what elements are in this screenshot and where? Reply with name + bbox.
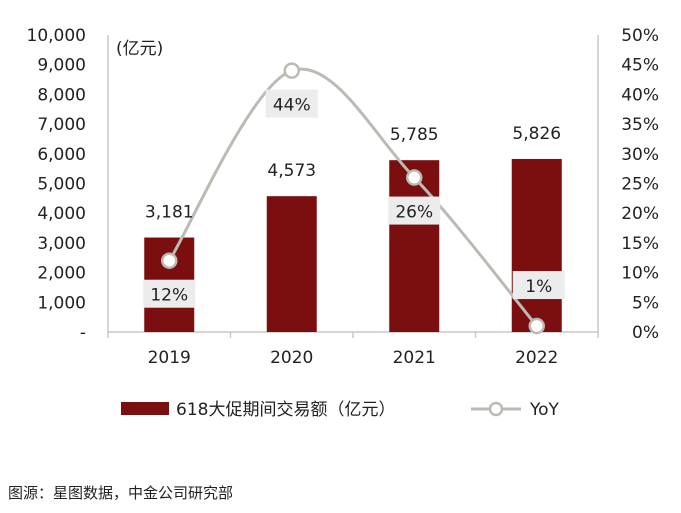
- bar: [266, 196, 317, 332]
- x-tick-label: 2020: [270, 348, 313, 368]
- yoy-point: [161, 252, 178, 269]
- yoy-label-box: [512, 271, 565, 300]
- yoy-point: [406, 169, 423, 186]
- y-right-tick-label: 50%: [621, 26, 659, 46]
- y-right-tick-label: 45%: [621, 56, 659, 76]
- yoy-label-box: [265, 89, 318, 118]
- legend-bar-swatch: [121, 402, 169, 415]
- y-left-unit-label: (亿元): [116, 39, 163, 59]
- y-left-tick-label: 4,000: [37, 204, 86, 224]
- yoy-value-label: 44%: [273, 96, 311, 116]
- y-left-tick-label: 6,000: [37, 145, 86, 165]
- y-right-tick-label: 40%: [621, 85, 659, 105]
- y-right-tick-label: 0%: [632, 323, 659, 343]
- bar-value-label: 4,573: [267, 161, 316, 181]
- source-note: 图源：星图数据，中金公司研究部: [8, 484, 234, 502]
- yoy-label-box: [388, 196, 441, 225]
- y-left-tick-label: 10,000: [27, 26, 86, 46]
- chart: - 1,000 2,000 3,000 4,000 5,000 6,000 7,000 8,00…: [27, 26, 659, 420]
- y-left-tick-label: -: [80, 323, 86, 343]
- yoy-value-label: 1%: [525, 277, 552, 297]
- y-left-tick-label: 2,000: [37, 264, 86, 284]
- y-left-tick-label: 1,000: [37, 293, 86, 313]
- y-left-tick-label: 9,000: [37, 56, 86, 76]
- x-tick-label: 2021: [393, 348, 436, 368]
- y-left-tick-label: 5,000: [37, 175, 86, 195]
- axes: - 1,000 2,000 3,000 4,000 5,000 6,000 7,000 8,00…: [27, 26, 659, 368]
- bar-value-label: 3,181: [145, 203, 194, 223]
- y-left-tick-label: 7,000: [37, 115, 86, 135]
- yoy-value-label: 26%: [395, 203, 433, 223]
- legend-bar-label: 618大促期间交易额（亿元）: [176, 400, 395, 420]
- y-left-tick-label: 3,000: [37, 234, 86, 254]
- yoy-point: [283, 62, 300, 79]
- y-right-tick-label: 15%: [621, 234, 659, 254]
- legend-line-label: YoY: [529, 400, 560, 420]
- yoy-value-label: 12%: [150, 286, 188, 306]
- bars: [144, 158, 562, 332]
- y-right-tick-label: 30%: [621, 145, 659, 165]
- yoy-line: [161, 62, 545, 335]
- yoy-line-path: [167, 67, 538, 328]
- y-right-tick-label: 5%: [632, 293, 659, 313]
- x-tick-label: 2022: [515, 348, 558, 368]
- yoy-label-box: [143, 279, 196, 308]
- y-right-tick-label: 20%: [621, 204, 659, 224]
- bar: [389, 160, 440, 332]
- yoy-point: [528, 317, 545, 335]
- legend: 618大促期间交易额（亿元） YoY: [121, 400, 560, 420]
- x-tick-label: 2019: [148, 348, 191, 368]
- data-labels: 3,181 4,573 5,785 5,826 12% 44% 26% 1%: [143, 89, 565, 308]
- y-left-tick-label: 8,000: [37, 85, 86, 105]
- bar-value-label: 5,826: [512, 124, 561, 144]
- y-right-tick-label: 25%: [621, 175, 659, 195]
- bar-value-label: 5,785: [390, 125, 439, 145]
- legend-line-marker: [488, 401, 504, 417]
- y-right-tick-label: 10%: [621, 264, 659, 284]
- y-right-tick-label: 35%: [621, 115, 659, 135]
